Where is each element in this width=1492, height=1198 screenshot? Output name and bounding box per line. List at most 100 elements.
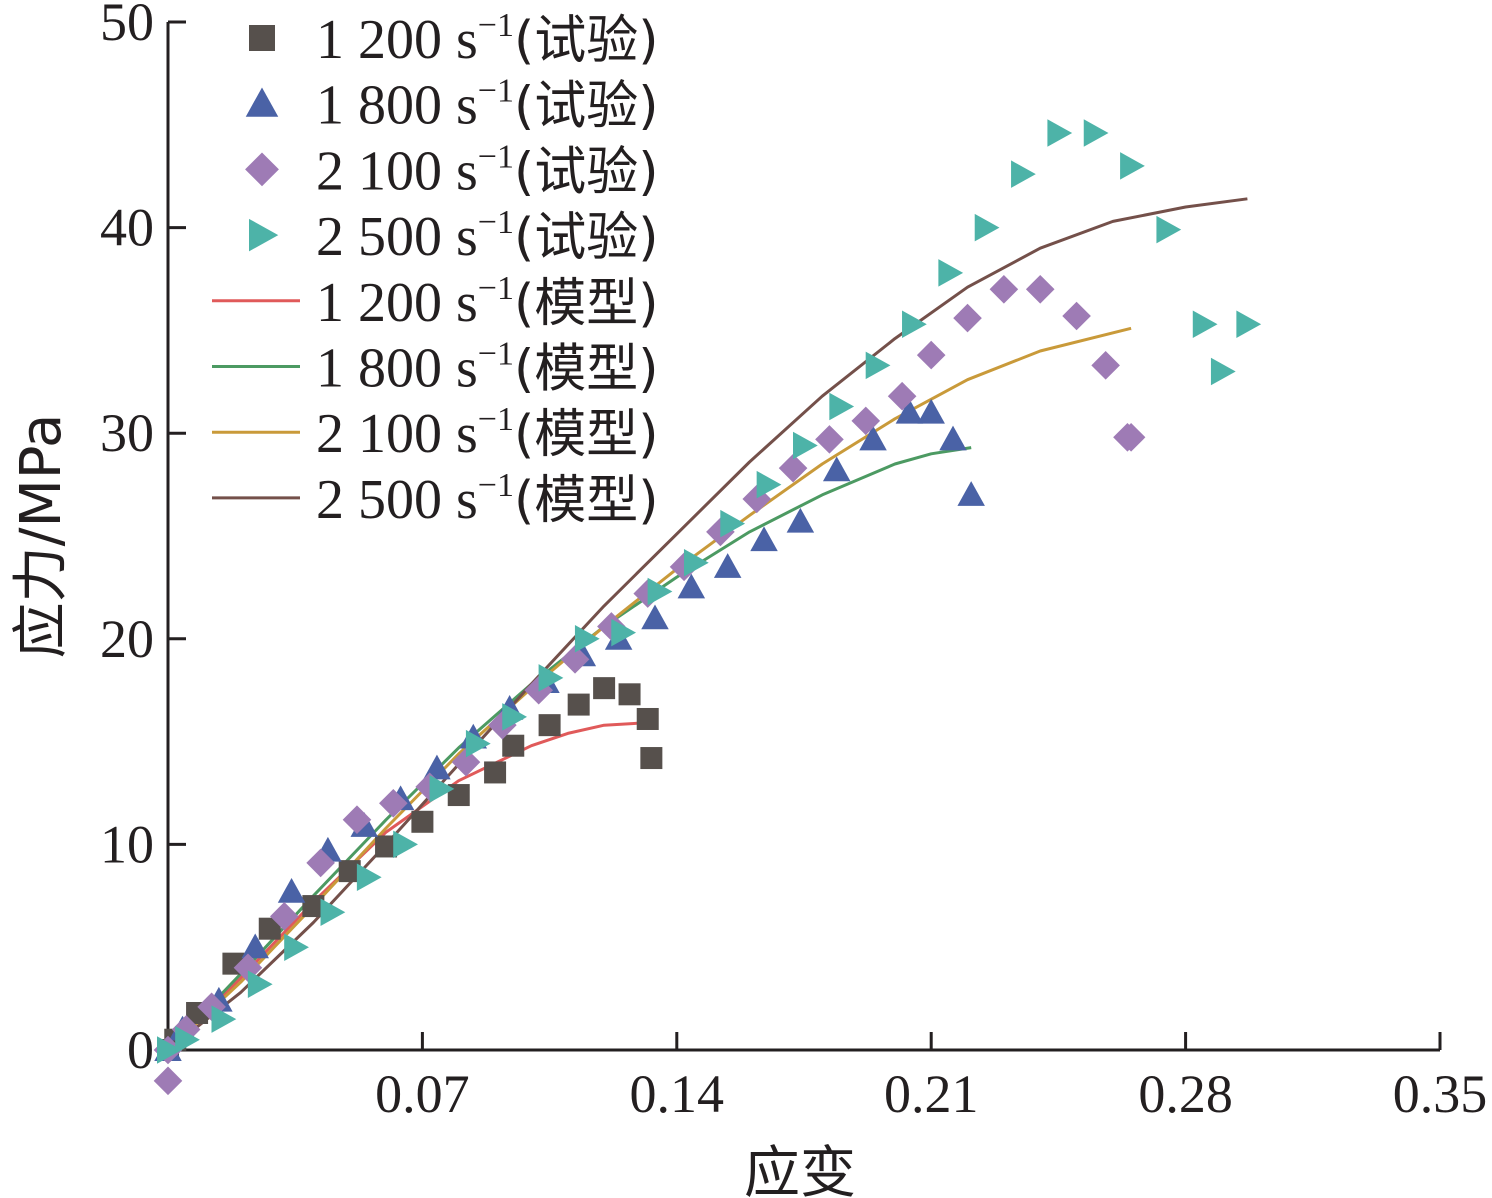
legend-label: 2 500 s−1(试验) [316, 204, 659, 268]
legend-label-exponent: −1 [478, 467, 514, 504]
y-tick-label: 10 [100, 814, 154, 874]
legend-item: 1 800 s−1(模型) [212, 336, 659, 400]
legend-item: 2 500 s−1(模型) [212, 467, 659, 531]
data-point [465, 729, 491, 758]
axes: 0.07 0.14 0.21 0.28 0.35 0 10 20 30 40 50 [100, 0, 1487, 1124]
legend: 1 200 s−1(试验)1 800 s−1(试验)2 100 s−1(试验)2… [212, 7, 659, 531]
data-point [989, 274, 1019, 304]
data-point [713, 553, 742, 578]
data-point [233, 953, 263, 983]
data-point [742, 484, 772, 514]
data-point [379, 788, 408, 818]
data-point [157, 1036, 182, 1064]
y-tick-label: 40 [100, 198, 154, 258]
data-point [560, 645, 590, 674]
legend-marker [249, 25, 275, 51]
legend-item: 2 500 s−1(试验) [249, 204, 659, 268]
legend-label-tag: (试验) [514, 142, 659, 202]
data-point [269, 902, 299, 931]
data-point [887, 381, 917, 411]
data-point [247, 970, 273, 998]
legend-label-rate: 2 500 s [316, 206, 478, 268]
data-point [1120, 152, 1145, 180]
legend-label-exponent: −1 [478, 336, 514, 373]
data-point [957, 481, 985, 506]
data-point [720, 509, 746, 538]
data-point [917, 398, 945, 424]
data-point [447, 784, 470, 807]
y-tick-label: 20 [100, 609, 154, 669]
x-axis-title: 应变 [744, 1141, 856, 1198]
legend-item: 2 100 s−1(试验) [245, 138, 659, 202]
legend-item: 1 800 s−1(试验) [245, 73, 659, 137]
y-tick-label: 30 [100, 403, 154, 463]
data-point [241, 933, 269, 959]
data-point [393, 830, 418, 859]
x-tick-label: 0.14 [630, 1064, 725, 1124]
experiment-markers [153, 119, 1262, 1096]
legend-label: 1 200 s−1(模型) [316, 270, 659, 334]
legend-label-tag: (试验) [514, 208, 659, 268]
x-tick-label: 0.21 [884, 1064, 979, 1124]
data-point [567, 693, 590, 716]
data-point [502, 734, 525, 757]
series-line-4 [166, 721, 652, 1052]
data-point [1116, 423, 1146, 452]
data-point [859, 425, 887, 451]
y-tick-label: 0 [127, 1020, 154, 1080]
legend-label-tag: (试验) [514, 77, 659, 137]
series-line-7 [167, 197, 1248, 1052]
data-point [1091, 351, 1120, 380]
data-point [342, 805, 372, 835]
data-point [302, 895, 325, 918]
data-point [618, 683, 641, 706]
legend-label-tag: (模型) [514, 340, 659, 400]
data-point [356, 863, 382, 892]
data-point [451, 747, 481, 777]
data-point [815, 425, 844, 454]
data-point [647, 577, 673, 606]
data-point [538, 714, 561, 737]
legend-label-exponent: −1 [478, 204, 514, 241]
legend-label: 1 200 s−1(试验) [316, 7, 659, 71]
data-point [1156, 215, 1182, 244]
data-point [1083, 119, 1109, 147]
data-point [778, 453, 808, 483]
legend-label-rate: 1 800 s [316, 338, 478, 400]
legend-label: 2 100 s−1(模型) [316, 401, 659, 465]
legend-label-rate: 1 200 s [316, 272, 478, 334]
data-point [640, 747, 663, 770]
data-point [1011, 160, 1036, 188]
data-point [574, 625, 600, 653]
series-line-5 [166, 446, 972, 1052]
data-point [851, 406, 881, 436]
data-point [1047, 119, 1073, 147]
data-point [258, 917, 281, 940]
data-point [411, 810, 434, 833]
data-point [636, 707, 659, 730]
legend-marker [245, 87, 279, 117]
legend-item: 2 100 s−1(模型) [212, 401, 659, 465]
data-point [593, 677, 616, 700]
data-point [277, 877, 306, 903]
legend-label: 1 800 s−1(试验) [316, 73, 659, 137]
legend-label-rate: 2 100 s [316, 403, 478, 465]
legend-label-tag: (模型) [514, 405, 659, 465]
legend-label-exponent: −1 [478, 401, 514, 438]
data-point [284, 933, 309, 961]
data-point [484, 761, 507, 784]
data-point [306, 848, 335, 878]
legend-label-exponent: −1 [478, 270, 514, 307]
data-point [939, 425, 967, 451]
legend-label-exponent: −1 [478, 138, 514, 175]
data-point [916, 340, 946, 370]
legend-label-rate: 1 200 s [316, 9, 478, 71]
legend-marker [249, 218, 279, 252]
data-point [171, 1015, 201, 1044]
data-point [793, 431, 818, 460]
data-point [902, 310, 927, 338]
data-point [756, 470, 782, 499]
x-tick-label: 0.35 [1393, 1064, 1488, 1124]
y-tick-label: 50 [100, 0, 154, 52]
